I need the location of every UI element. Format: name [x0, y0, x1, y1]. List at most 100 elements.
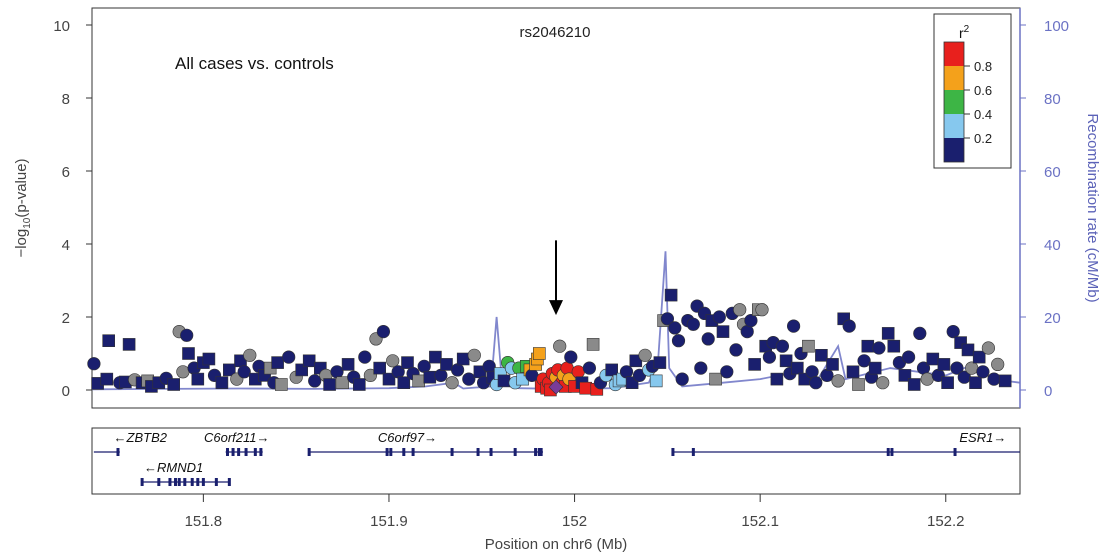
y-tick-label-right: 40 [1044, 237, 1061, 254]
snp-points-layer [87, 288, 1012, 397]
snp-point [376, 325, 391, 339]
legend-title: r2 [959, 24, 970, 41]
gene-exon [253, 448, 257, 456]
snp-point [686, 317, 700, 331]
snp-point [182, 347, 195, 360]
snp-point [202, 352, 216, 366]
snp-point [579, 381, 593, 395]
snp-point [122, 338, 136, 351]
snp-point [946, 325, 960, 339]
snp-point [412, 374, 426, 388]
snp-point [748, 358, 761, 371]
snp-point [102, 334, 115, 348]
snp-point [802, 339, 815, 353]
snp-point [701, 332, 715, 346]
snp-point [653, 356, 667, 369]
gene-exon [476, 448, 480, 456]
gene-exon [513, 448, 517, 456]
snp-point [100, 372, 114, 386]
y-axis-label-left: −log10(p-value) [13, 158, 33, 257]
snp-point [790, 361, 804, 375]
snp-point [846, 365, 860, 379]
gene-exon [190, 478, 194, 486]
x-tick-label: 151.8 [185, 513, 223, 530]
y-tick-label-left: 2 [62, 310, 70, 327]
snp-point [619, 365, 634, 379]
snp-point [826, 358, 839, 371]
snp-point [733, 303, 747, 317]
snp-point [861, 339, 875, 353]
x-axis-label: Position on chr6 (Mb) [485, 536, 628, 553]
snp-point [223, 363, 236, 377]
legend-swatch-border [943, 41, 965, 163]
snp-point [720, 365, 734, 379]
y-tick-label-left: 0 [62, 383, 70, 400]
snp-point [358, 350, 372, 364]
snp-point [976, 365, 990, 379]
gene-label: ESR1→ [959, 430, 1006, 445]
snp-point [456, 352, 470, 366]
gene-exon [886, 448, 890, 456]
snp-point [386, 354, 400, 368]
snp-point [712, 310, 726, 324]
snp-point [352, 378, 366, 391]
snp-point [649, 374, 663, 388]
gene-track-layer: ←ZBTB2 C6orf211→ C6orf97→ ESR1→ ←RMND1 [93, 430, 1020, 486]
gene-label: C6orf97→ [378, 430, 437, 445]
y-tick-label-right: 20 [1044, 310, 1061, 327]
gene-label: ←ZBTB2 [114, 430, 168, 445]
snp-point [770, 372, 784, 386]
snp-point [467, 348, 481, 362]
snp-point [755, 303, 769, 317]
snp-point [991, 357, 1005, 372]
gene-exon [177, 478, 181, 486]
gene-exon [953, 448, 957, 456]
snp-point [560, 361, 574, 375]
snp-point [907, 378, 921, 391]
y-tick-label-right: 100 [1044, 18, 1069, 35]
snp-point [167, 378, 180, 391]
snp-point [243, 348, 257, 362]
legend-swatch [944, 114, 964, 138]
snp-point [417, 359, 431, 373]
gene-exon [201, 478, 205, 486]
snp-point [981, 341, 996, 355]
gene-exon [244, 448, 248, 456]
gene-exon [237, 448, 241, 456]
snp-point [937, 358, 951, 371]
gene-exon [389, 448, 393, 456]
snp-point [872, 341, 886, 355]
y-tick-label-left: 4 [62, 237, 70, 254]
snp-point [998, 374, 1012, 388]
snp-point [330, 365, 344, 379]
snp-point [87, 357, 101, 371]
snp-point [926, 352, 940, 366]
snp-point [950, 361, 964, 375]
snp-point [901, 350, 916, 364]
x-tick-label: 152 [562, 513, 587, 530]
legend-label: 0.2 [974, 131, 992, 146]
snp-point [881, 327, 895, 340]
snp-point [876, 376, 890, 390]
snp-point [740, 325, 754, 339]
snp-point [176, 365, 190, 379]
snp-point [605, 363, 619, 377]
snp-point [397, 376, 411, 390]
gene-exon [157, 478, 161, 486]
snp-point [820, 368, 834, 383]
index-snp-point [548, 379, 564, 395]
y-tick-label-right: 80 [1044, 91, 1061, 108]
snp-point [941, 376, 954, 390]
snp-point [842, 319, 856, 333]
snp-point [709, 372, 722, 386]
gene-exon [539, 448, 543, 456]
snp-point [373, 361, 387, 375]
chart-title: rs2046210 [520, 24, 591, 41]
gene-exon [231, 448, 235, 456]
snp-point [451, 363, 465, 377]
snp-point [965, 361, 979, 375]
legend-swatch [944, 90, 964, 114]
x-tick-label: 152.2 [927, 513, 965, 530]
snp-point [271, 356, 284, 369]
snp-point [969, 376, 982, 390]
